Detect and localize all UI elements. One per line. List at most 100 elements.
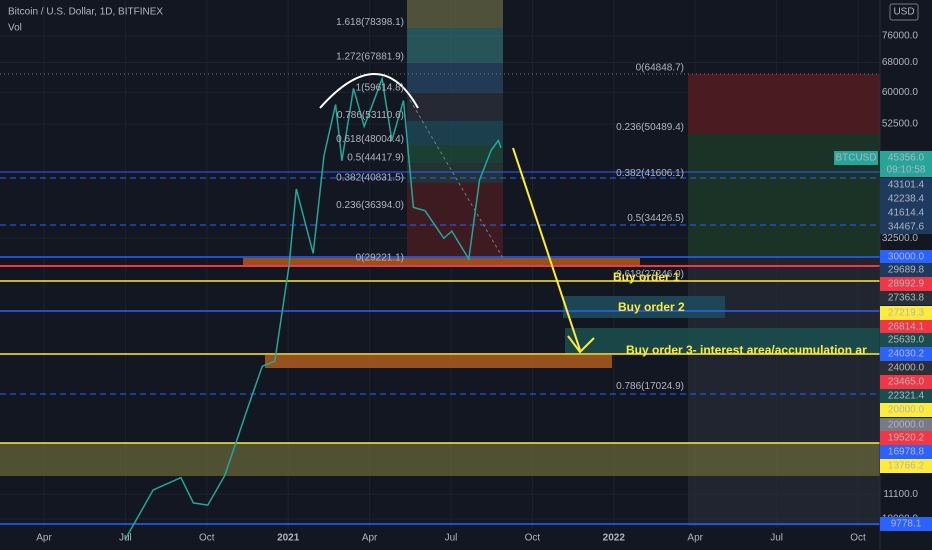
price-label: 19520.2 xyxy=(888,433,925,444)
price-label: 34467.6 xyxy=(888,222,925,233)
arrow xyxy=(512,147,581,351)
last-price-box xyxy=(880,151,932,177)
price-label: 42238.4 xyxy=(888,194,925,205)
x-tick-label: Apr xyxy=(362,533,378,544)
x-tick-label: Apr xyxy=(36,533,52,544)
orange-zone xyxy=(243,258,640,266)
price-label-box xyxy=(880,361,932,375)
orange-zone xyxy=(265,355,612,368)
fib-band xyxy=(407,121,503,145)
countdown: 09:10:58 xyxy=(887,165,926,176)
price-label-box xyxy=(880,192,932,206)
price-label: 23465.0 xyxy=(888,377,925,388)
price-label: 26814.1 xyxy=(888,322,925,333)
price-label-box xyxy=(880,291,932,305)
price-label: 24000.0 xyxy=(888,363,925,374)
trend-line xyxy=(409,99,504,259)
y-tick-label: 76000.0 xyxy=(882,31,919,42)
price-label: 25639.0 xyxy=(888,335,925,346)
price-label-box xyxy=(880,333,932,347)
price-label-box xyxy=(880,445,932,459)
fib-label: 0(64848.7) xyxy=(636,62,684,73)
fib-label: 0.618(27246.9) xyxy=(616,269,684,280)
arrow-head xyxy=(567,335,595,354)
currency: USD xyxy=(893,7,914,18)
x-tick-label: Jul xyxy=(770,533,783,544)
x-tick-label: Jul xyxy=(119,533,132,544)
price-label-box xyxy=(880,220,932,234)
price-label-box xyxy=(880,418,932,432)
fib-label: 0.382(41606.1) xyxy=(616,168,684,179)
top-arc xyxy=(319,73,419,109)
fib-band xyxy=(407,145,503,163)
price-label-box xyxy=(880,375,932,389)
price-label-box xyxy=(880,517,932,531)
price-label: 29689.8 xyxy=(888,265,925,276)
fib-label: 0(29221.1) xyxy=(356,252,404,263)
price-label: 9778.1 xyxy=(891,519,922,530)
fib-band xyxy=(407,28,503,63)
last-price: 45356.0 xyxy=(888,153,925,164)
y-tick-label: 11100.0 xyxy=(883,489,918,500)
price-label-box xyxy=(880,389,932,403)
fib-label: 1(59614.8) xyxy=(356,82,404,93)
price-label: 24030.2 xyxy=(888,349,925,360)
annotation: Buy order 3- interest area/accumulation … xyxy=(626,343,867,357)
price-label: 16978.8 xyxy=(888,447,925,458)
price-label-box xyxy=(880,206,932,220)
fib-label: 1.618(78398.1) xyxy=(336,17,404,28)
price-label-box xyxy=(880,263,932,277)
price-label-box xyxy=(880,250,932,264)
y-tick-label: 60000.0 xyxy=(882,87,919,98)
fib-label: 0.236(36394.0) xyxy=(336,200,404,211)
fib-label: 0.618(48004.4) xyxy=(336,134,404,145)
currency-box xyxy=(889,3,919,21)
fib-label: 0.786(53110.6) xyxy=(337,110,404,121)
price-label: 30000.0 xyxy=(888,252,925,263)
teal-zone xyxy=(565,328,880,354)
symbol: BTCUSD xyxy=(835,153,876,164)
x-tick-label: Oct xyxy=(850,533,866,544)
price-label: 28992.9 xyxy=(888,279,925,290)
x-tick-label: Apr xyxy=(687,533,703,544)
yellow-zone xyxy=(0,443,880,476)
y-tick-label: 68000.0 xyxy=(882,57,919,68)
fib-band xyxy=(407,93,503,121)
price-label-box xyxy=(880,403,932,417)
price-label: 43101.4 xyxy=(888,180,925,191)
price-label: 27363.8 xyxy=(888,293,925,304)
price-label: 20000.0 xyxy=(888,420,925,431)
x-tick-label: Oct xyxy=(199,533,215,544)
price-label-box xyxy=(880,320,932,334)
fib-label: 0.382(40831.5) xyxy=(336,173,404,184)
chart-title: Bitcoin / U.S. Dollar, 1D, BITFINEX xyxy=(8,7,163,18)
fib-band xyxy=(407,0,503,28)
x-tick-label: 2022 xyxy=(603,533,626,544)
y-tick-label: 52500.0 xyxy=(882,119,919,130)
price-label: 20000.0 xyxy=(888,405,925,416)
fib-label: 1.272(67881.9) xyxy=(336,52,404,63)
annotation: Buy order 2 xyxy=(618,300,685,314)
fib-band xyxy=(407,63,503,93)
price-label-box xyxy=(880,306,932,320)
price-label: 22321.4 xyxy=(888,391,925,402)
x-tick-label: 2021 xyxy=(277,533,300,544)
annotation: Buy order 1 xyxy=(613,270,680,284)
price-label-box xyxy=(880,277,932,291)
price-label-box xyxy=(880,459,932,473)
x-tick-label: Oct xyxy=(525,533,541,544)
price-label: 41614.4 xyxy=(888,208,925,219)
x-tick-label: Jul xyxy=(445,533,458,544)
price-line xyxy=(124,75,502,540)
price-label-box xyxy=(880,431,932,445)
blue-zone xyxy=(563,296,725,318)
fib-label: 0.5(44417.9) xyxy=(347,153,404,164)
price-label-box xyxy=(880,178,932,192)
fib-label: 0.236(50489.4) xyxy=(616,122,684,133)
subtitle: Vol xyxy=(8,23,22,34)
price-label: 27219.3 xyxy=(888,308,925,319)
zone-red xyxy=(688,74,880,134)
fib-band xyxy=(407,163,503,183)
fib-band xyxy=(407,183,503,258)
